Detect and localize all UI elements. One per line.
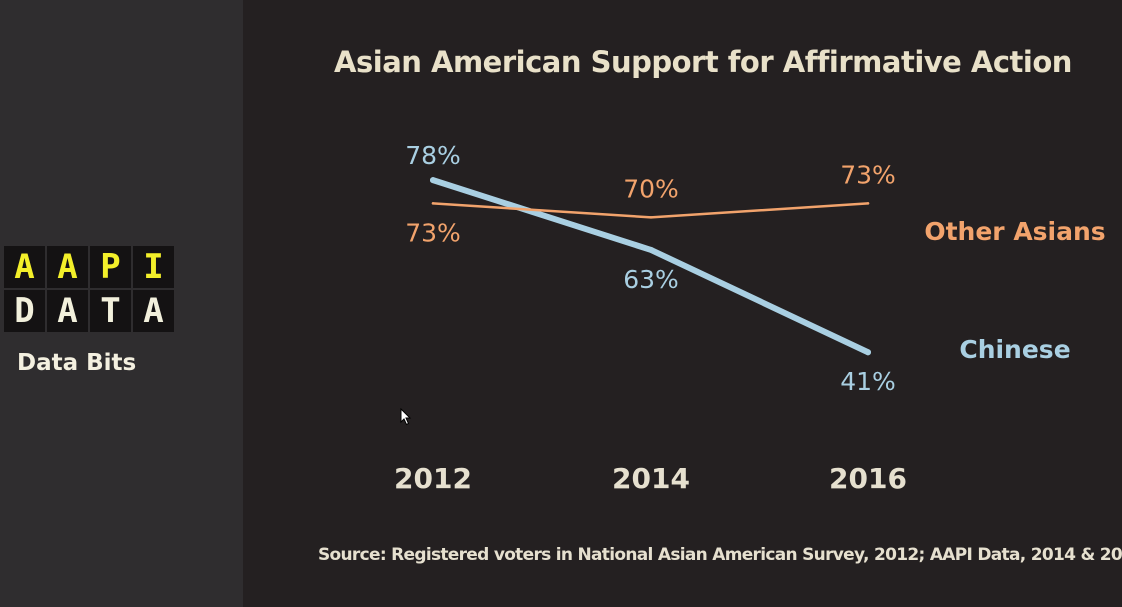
series-label: Other Asians <box>924 217 1105 246</box>
logo-row-1: A A P I <box>4 246 178 288</box>
data-point <box>866 202 870 205</box>
data-label: 78% <box>405 141 461 170</box>
logo-letter: A <box>47 246 88 288</box>
logo-row-2: D A T A <box>4 290 178 332</box>
x-tick-label: 2014 <box>612 462 690 495</box>
logo-letter: A <box>47 290 88 332</box>
series-line-other-asians <box>431 202 870 219</box>
logo-letter: A <box>133 290 174 332</box>
chart-title: Asian American Support for Affirmative A… <box>334 45 1072 79</box>
data-point <box>431 202 435 205</box>
data-point <box>649 216 653 219</box>
x-tick-label: 2016 <box>829 462 907 495</box>
sidebar: A A P I D A T A Data Bits <box>0 0 243 607</box>
data-point <box>865 349 871 356</box>
data-point <box>430 177 436 184</box>
x-tick-label: 2012 <box>394 462 472 495</box>
mouse-cursor-icon <box>400 408 412 426</box>
logo-letter: P <box>90 246 131 288</box>
logo-letter: A <box>4 246 45 288</box>
data-label: 41% <box>840 367 896 396</box>
logo-letter: D <box>4 290 45 332</box>
data-label: 63% <box>623 265 679 294</box>
data-point <box>648 246 654 253</box>
logo-letter: T <box>90 290 131 332</box>
data-label: 70% <box>623 174 679 203</box>
logo-letter: I <box>133 246 174 288</box>
tagline: Data Bits <box>17 350 137 376</box>
data-label: 73% <box>840 160 896 189</box>
series-label: Chinese <box>959 335 1070 364</box>
aapi-data-logo: A A P I D A T A <box>4 246 178 334</box>
source-note: Source: Registered voters in National As… <box>318 545 1122 565</box>
data-label: 73% <box>405 218 461 247</box>
